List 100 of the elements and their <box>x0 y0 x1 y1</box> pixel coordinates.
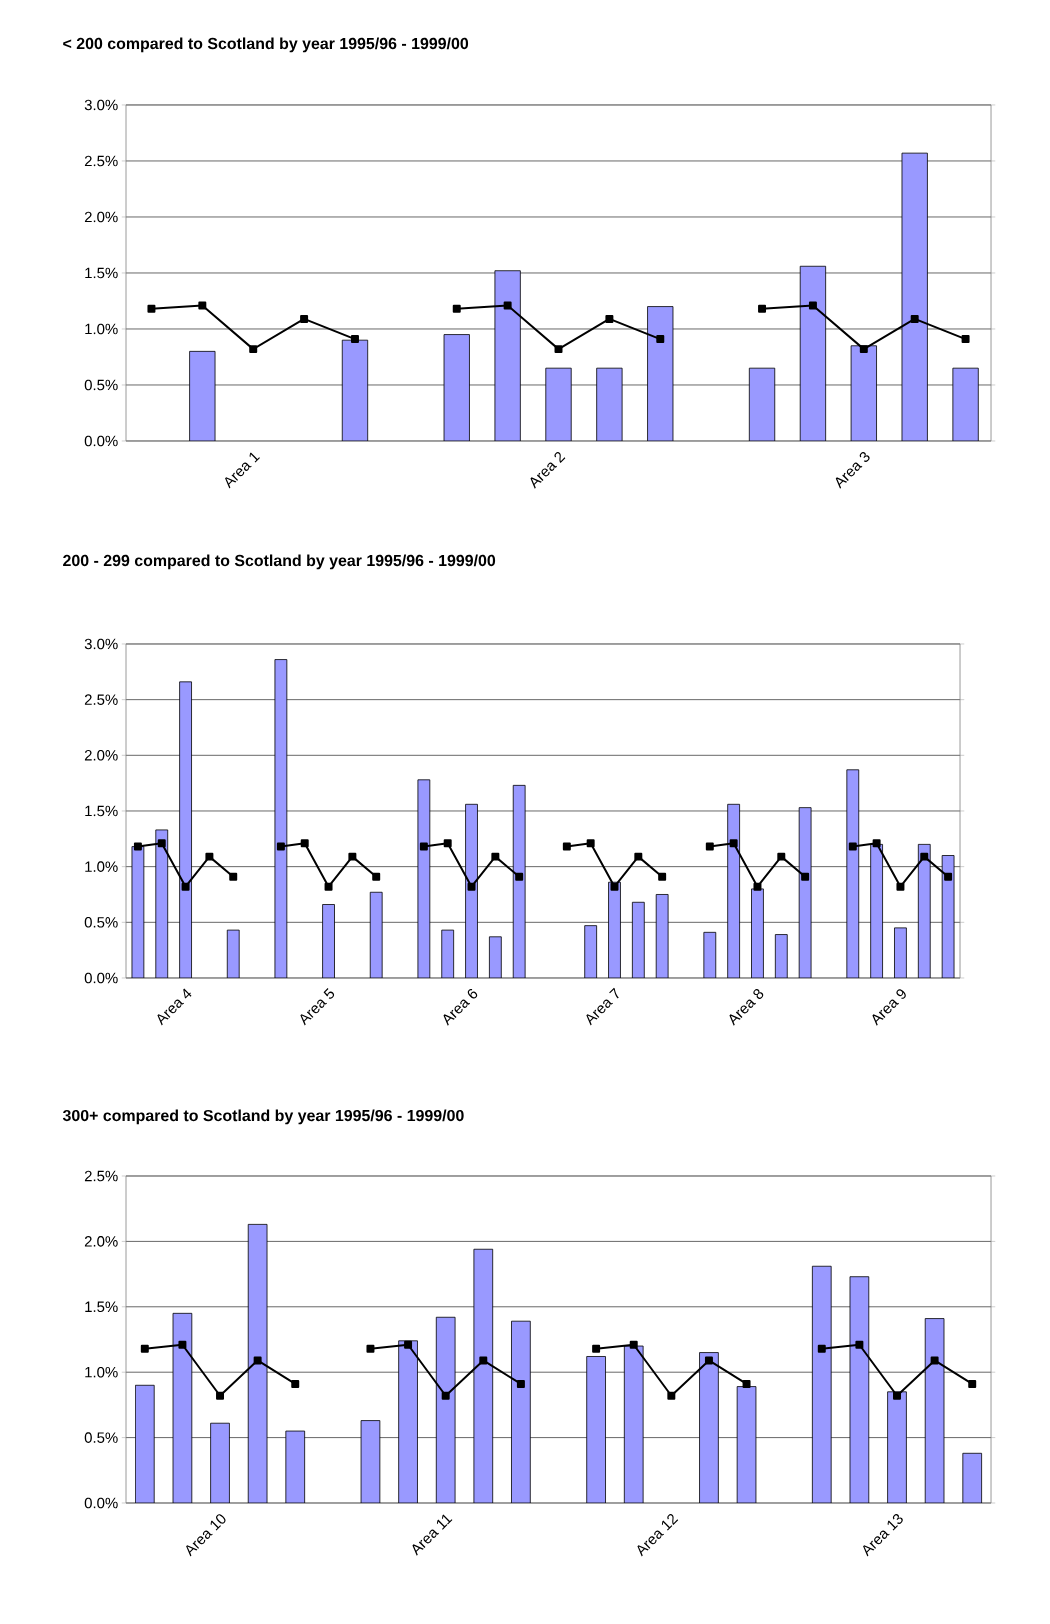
bar <box>647 306 674 441</box>
point <box>249 345 258 354</box>
bar <box>545 367 572 441</box>
bar <box>441 929 455 978</box>
point <box>291 1379 300 1388</box>
bar <box>799 265 827 441</box>
y-tick-label: 3.0% <box>84 99 118 111</box>
point <box>372 872 381 881</box>
bar <box>435 1316 456 1503</box>
point <box>147 304 156 313</box>
y-tick-label: 1.0% <box>85 323 118 335</box>
point <box>253 1356 262 1365</box>
bar <box>210 1422 230 1503</box>
point <box>300 839 309 848</box>
y-tick-label: 1.5% <box>85 805 118 817</box>
point <box>910 314 919 323</box>
y-tick-label: 0.0% <box>84 1497 118 1509</box>
point <box>300 314 309 323</box>
bar <box>285 1430 306 1503</box>
bar <box>924 1318 945 1503</box>
point <box>729 839 738 848</box>
point <box>893 1391 901 1400</box>
point <box>859 345 868 354</box>
bar <box>473 1248 494 1503</box>
point <box>667 1391 676 1400</box>
point <box>181 882 190 891</box>
point <box>350 335 359 344</box>
bar <box>189 350 216 441</box>
bar <box>443 334 470 441</box>
bar <box>748 367 776 441</box>
point <box>758 304 767 313</box>
point <box>554 345 563 354</box>
point <box>704 1356 713 1365</box>
point <box>324 882 333 891</box>
bar <box>850 345 877 441</box>
bar <box>494 270 521 441</box>
point <box>205 852 214 861</box>
y-tick-label: 0.5% <box>84 379 118 391</box>
point <box>808 301 817 310</box>
point <box>140 1344 149 1353</box>
point <box>742 1379 751 1388</box>
bar <box>703 931 717 978</box>
bar <box>894 927 907 978</box>
point <box>801 872 810 881</box>
bar <box>398 1340 418 1503</box>
y-tick-label: 2.0% <box>84 750 118 761</box>
bar <box>952 367 979 441</box>
y-tick-label: 2.5% <box>84 694 118 705</box>
point <box>276 842 285 851</box>
point <box>968 1379 977 1388</box>
point <box>944 872 953 881</box>
bar <box>584 925 598 978</box>
point <box>441 1391 450 1400</box>
point <box>178 1340 187 1349</box>
y-tick-label: 3.0% <box>84 638 118 650</box>
point <box>229 872 238 881</box>
point <box>610 882 619 891</box>
bar <box>596 367 623 441</box>
point <box>443 839 452 848</box>
point <box>961 335 970 344</box>
point <box>366 1344 375 1353</box>
point <box>479 1356 488 1365</box>
point <box>634 852 643 861</box>
bar <box>341 339 369 441</box>
bar <box>226 929 240 978</box>
y-tick-label: 1.5% <box>85 267 118 279</box>
point <box>562 842 571 851</box>
point <box>592 1344 601 1353</box>
point <box>515 872 524 881</box>
y-tick-label: 2.0% <box>84 1236 118 1247</box>
point <box>753 882 762 891</box>
bar <box>135 1384 155 1503</box>
point <box>586 839 595 848</box>
point <box>656 335 665 344</box>
y-tick-label: 2.5% <box>84 1170 118 1182</box>
bar <box>489 936 502 978</box>
y-tick-label: 0.0% <box>84 435 118 447</box>
point <box>198 301 207 310</box>
point <box>817 1344 826 1353</box>
bar <box>247 1223 268 1503</box>
y-tick-label: 0.5% <box>84 917 118 928</box>
point <box>467 882 476 891</box>
point <box>629 1340 638 1349</box>
point <box>419 842 428 851</box>
point <box>133 842 142 851</box>
y-tick-label: 0.0% <box>84 972 118 984</box>
point <box>216 1391 225 1400</box>
bar <box>511 1320 531 1503</box>
bar <box>811 1265 832 1503</box>
point <box>503 301 512 310</box>
bar <box>849 1276 870 1503</box>
y-tick-label: 1.0% <box>85 861 118 872</box>
point <box>705 842 714 851</box>
point <box>872 839 881 848</box>
point <box>896 882 905 891</box>
point <box>848 842 857 851</box>
y-tick-label: 0.5% <box>84 1432 118 1443</box>
point <box>491 852 500 861</box>
bar <box>901 152 928 441</box>
point <box>777 852 786 861</box>
